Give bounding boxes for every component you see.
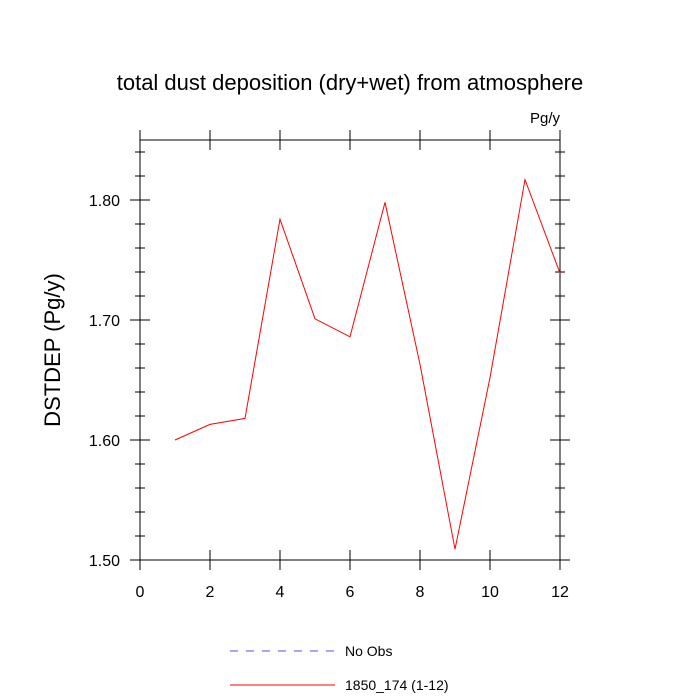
x-tick-label: 4 <box>276 584 285 601</box>
legend-label: 1850_174 (1-12) <box>345 677 449 693</box>
x-tick-label: 0 <box>136 584 145 601</box>
series-lines <box>174 177 561 550</box>
x-tick-label: 8 <box>416 584 425 601</box>
y-tick-label: 1.60 <box>89 433 120 450</box>
legend: No Obs 1850_174 (1-12) <box>230 643 449 693</box>
y-tick-label: 1.50 <box>89 553 120 570</box>
legend-label: No Obs <box>345 643 392 659</box>
units-label: Pg/y <box>530 110 561 127</box>
x-tick-label: 10 <box>481 584 499 601</box>
chart-title: total dust deposition (dry+wet) from atm… <box>117 70 584 95</box>
axis-ticks <box>130 130 570 570</box>
x-tick-label: 6 <box>346 584 355 601</box>
y-tick-label: 1.70 <box>89 313 120 330</box>
series-line <box>174 177 561 550</box>
x-tick-label: 2 <box>206 584 215 601</box>
axis-tick-labels: 0 2 4 6 8 10 12 1.50 1.60 1.70 1.80 <box>89 193 569 601</box>
y-axis-label: DSTDEP (Pg/y) <box>40 273 65 427</box>
x-tick-label: 12 <box>551 584 569 601</box>
y-tick-label: 1.80 <box>89 193 120 210</box>
